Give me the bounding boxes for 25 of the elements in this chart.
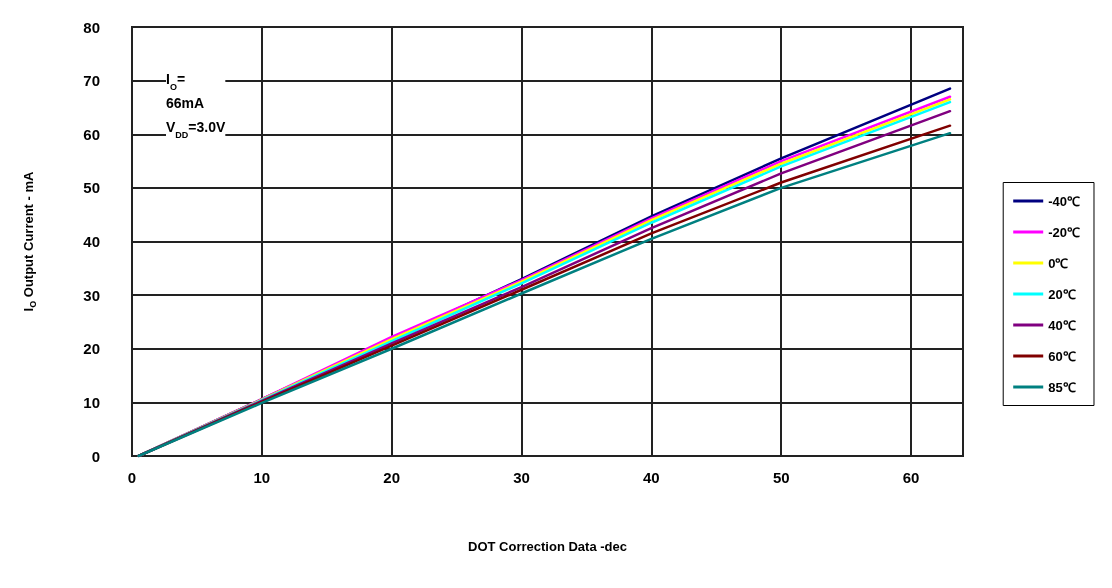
x-tick-label: 0 [127, 469, 137, 486]
y-tick-label: 30 [83, 286, 100, 304]
legend-label: 20℃ [1048, 286, 1076, 302]
y-tick-label: 20 [83, 340, 100, 358]
legend-label: 0℃ [1048, 255, 1069, 271]
x-tick-label: 60 [902, 469, 920, 486]
x-tick-label: 10 [253, 469, 271, 486]
y-tick-label: 0 [91, 447, 100, 465]
y-tick-label: 50 [83, 179, 100, 197]
y-tick-label: 40 [83, 233, 100, 250]
y-tick-label: 80 [83, 18, 100, 36]
y-tick-label: 60 [83, 125, 100, 143]
legend-label: 85℃ [1048, 379, 1076, 395]
legend-label: -40℃ [1048, 193, 1081, 209]
x-axis-title: DOT Correction Data -dec [468, 539, 627, 554]
legend-label: 40℃ [1048, 317, 1076, 333]
x-tick-label: 30 [513, 469, 530, 486]
x-tick-label: 50 [772, 469, 790, 486]
y-axis-title: IO Output Current - mA [20, 170, 38, 312]
legend-label: 60℃ [1048, 348, 1076, 364]
legend-label: -20℃ [1048, 224, 1081, 240]
x-tick-label: 40 [643, 469, 660, 486]
y-tick-label: 10 [83, 393, 100, 411]
x-tick-label: 20 [383, 469, 401, 486]
y-tick-label: 70 [83, 72, 100, 90]
